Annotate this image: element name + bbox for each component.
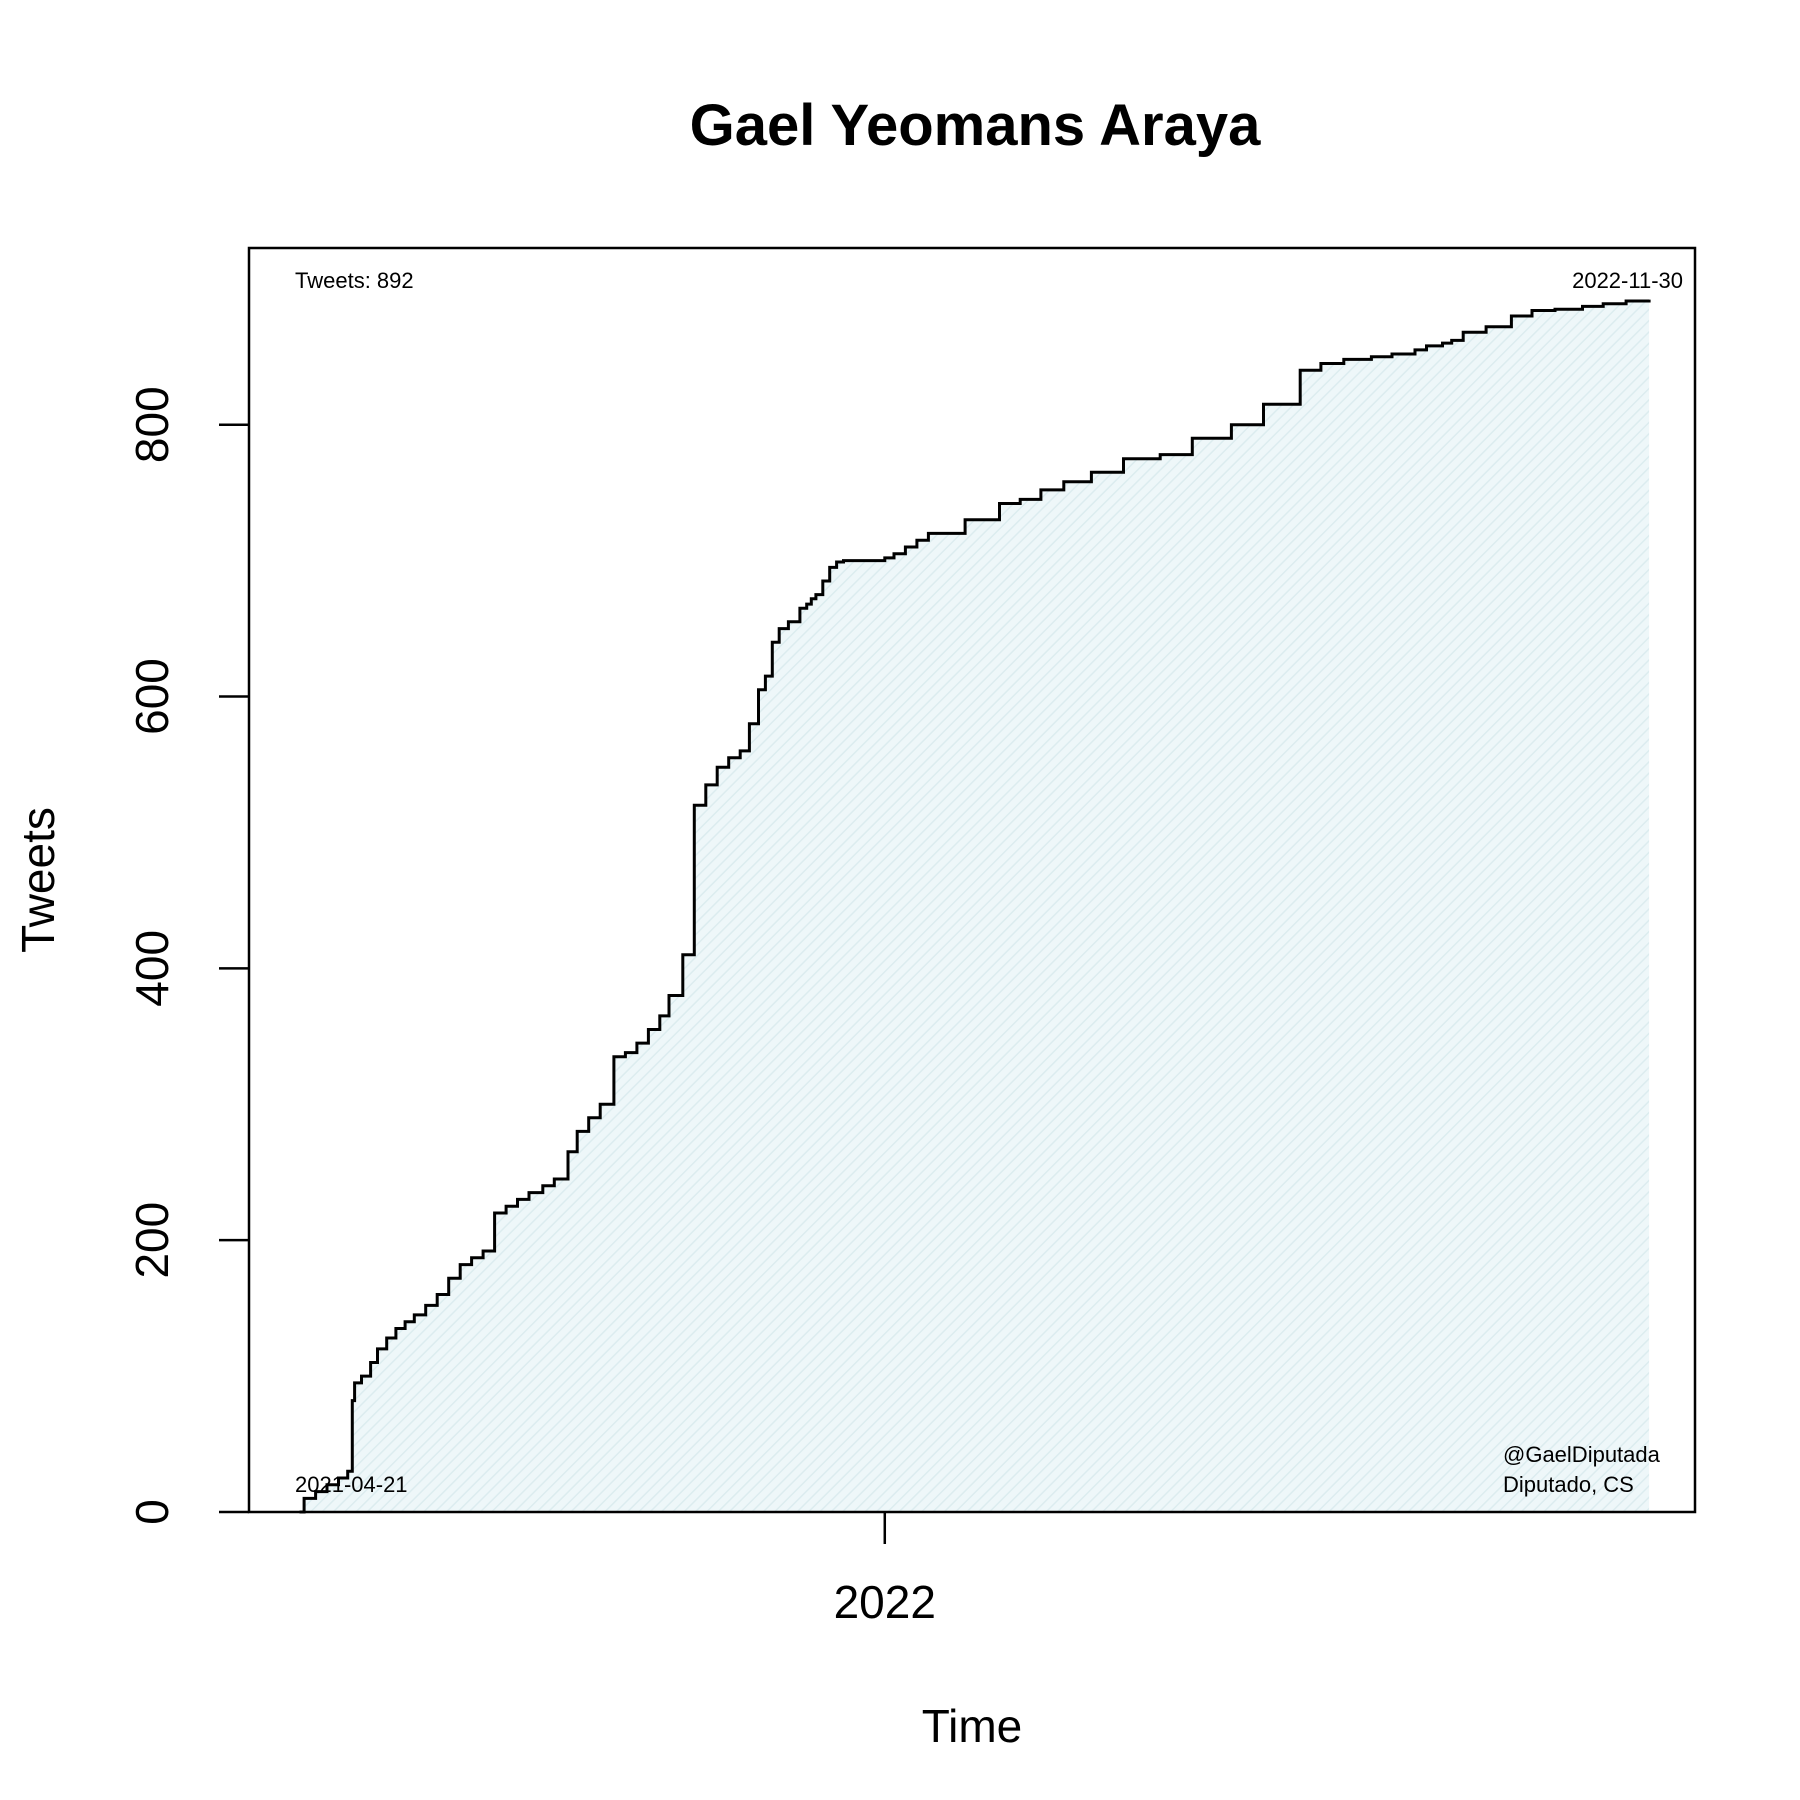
y-tick-label: 0 (126, 1499, 178, 1525)
role-annotation: Diputado, CS (1503, 1472, 1634, 1497)
end-date-annotation: 2022-11-30 (1572, 268, 1683, 293)
cumulative-area-fill (299, 299, 1650, 1513)
handle-annotation: @GaelDiputada (1503, 1442, 1661, 1467)
tweet-count-annotation: Tweets: 892 (295, 268, 414, 293)
y-tick-label: 200 (126, 1202, 178, 1279)
start-date-annotation: 2021-04-21 (295, 1472, 408, 1497)
y-tick-label: 400 (126, 930, 178, 1007)
x-axis: 2022 (834, 1512, 936, 1628)
cumulative-tweets-line (299, 299, 1651, 1514)
y-tick-label: 600 (126, 658, 178, 735)
y-axis-label: Tweets (12, 807, 64, 953)
chart-title: Gael Yeomans Araya (690, 93, 1261, 158)
plot-area (299, 299, 1651, 1514)
plot-border (247, 246, 1697, 1514)
x-tick-label: 2022 (834, 1576, 936, 1628)
y-tick-label: 800 (126, 386, 178, 463)
x-axis-label: Time (922, 1700, 1023, 1752)
y-axis: 0 200 400 600 800 (126, 386, 249, 1525)
